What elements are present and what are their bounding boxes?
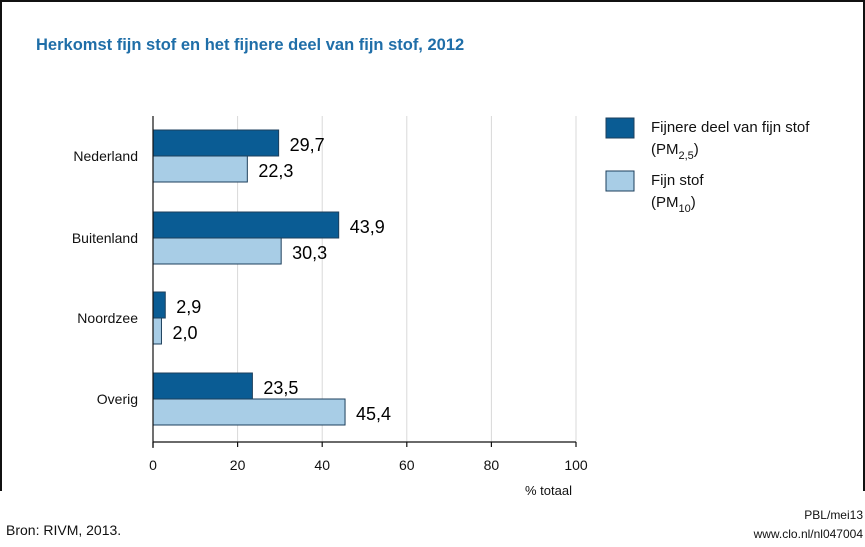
value-label: 22,3 bbox=[258, 161, 293, 181]
category-label: Buitenland bbox=[72, 230, 138, 246]
credit-line-1: PBL/mei13 bbox=[804, 508, 863, 522]
x-tick-label: 100 bbox=[564, 457, 588, 473]
value-label: 23,5 bbox=[263, 378, 298, 398]
legend-label: Fijnere deel van fijn stof bbox=[651, 119, 810, 136]
x-tick-label: 80 bbox=[484, 457, 500, 473]
value-label: 29,7 bbox=[290, 135, 325, 155]
value-label: 30,3 bbox=[292, 243, 327, 263]
value-label: 43,9 bbox=[350, 217, 385, 237]
bar-pm10 bbox=[152, 155, 248, 183]
category-label: Nederland bbox=[73, 148, 138, 164]
x-axis-label: % totaal bbox=[525, 483, 572, 498]
category-label: Noordzee bbox=[77, 310, 138, 326]
legend-unit: (PM10) bbox=[651, 194, 696, 215]
bar-pm25 bbox=[152, 129, 280, 157]
x-tick-label: 40 bbox=[314, 457, 330, 473]
source-note: Bron: RIVM, 2013. bbox=[6, 522, 122, 538]
value-label: 45,4 bbox=[356, 404, 391, 424]
category-label: Overig bbox=[97, 391, 138, 407]
x-tick-label: 60 bbox=[399, 457, 415, 473]
x-tick-label: 0 bbox=[149, 457, 157, 473]
credit-note: PBL/mei13 www.clo.nl/nl047004 bbox=[754, 506, 863, 544]
value-label: 2,9 bbox=[176, 297, 201, 317]
credit-line-2: www.clo.nl/nl047004 bbox=[753, 527, 863, 541]
legend-unit: (PM2,5) bbox=[651, 141, 699, 162]
legend-swatch-pm25 bbox=[605, 117, 635, 139]
legend-label: Fijn stof bbox=[651, 172, 704, 189]
chart-frame bbox=[0, 0, 865, 491]
legend-swatch-pm10 bbox=[605, 170, 635, 192]
bar-pm10 bbox=[152, 237, 282, 265]
bar-pm25 bbox=[152, 372, 253, 400]
x-tick-label: 20 bbox=[230, 457, 246, 473]
bar-pm25 bbox=[152, 211, 340, 239]
chart-title: Herkomst fijn stof en het fijnere deel v… bbox=[36, 36, 465, 54]
bar-pm25 bbox=[152, 291, 166, 319]
value-label: 2,0 bbox=[172, 323, 197, 343]
bar-pm10 bbox=[152, 317, 162, 345]
bar-pm10 bbox=[152, 398, 346, 426]
